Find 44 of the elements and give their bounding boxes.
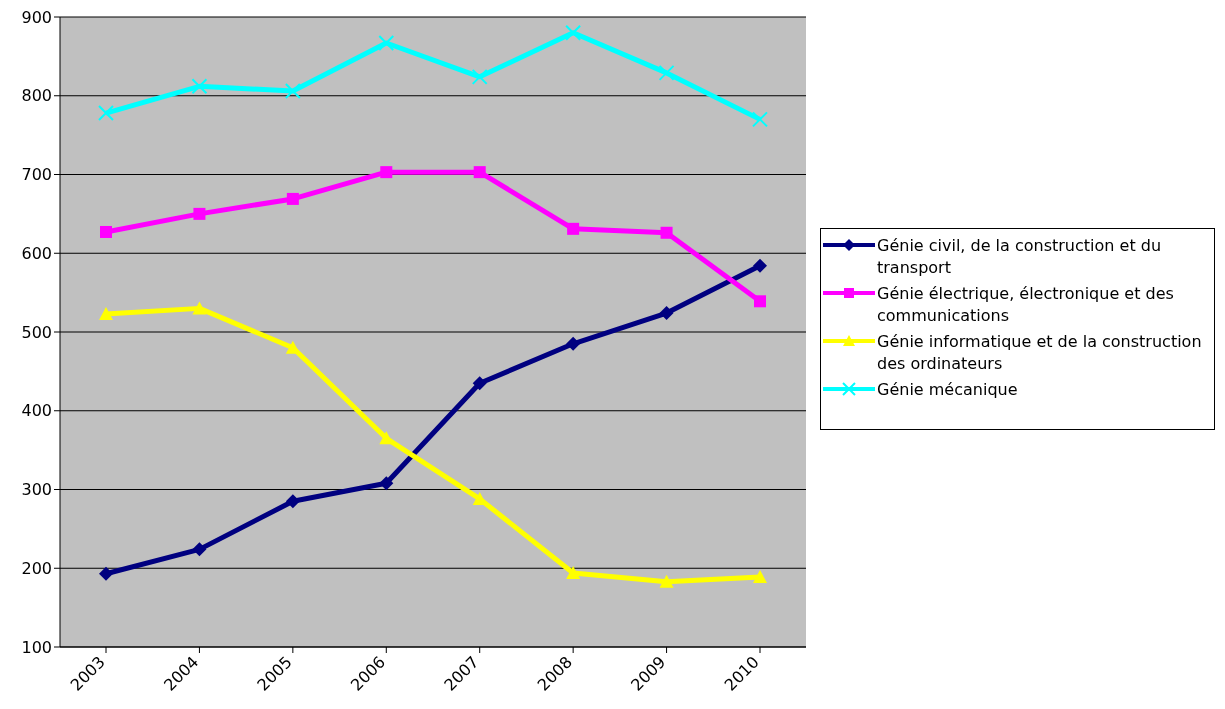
legend-label: Génie civil, de la construction et du transport bbox=[877, 235, 1163, 279]
point bbox=[100, 225, 112, 238]
legend-label: Génie électrique, électronique et des communications bbox=[877, 283, 1175, 327]
legend-label: Génie informatique et de la construction des ordinateurs bbox=[877, 331, 1203, 375]
point bbox=[753, 258, 767, 273]
point bbox=[659, 574, 674, 588]
y-tick-label: 100 bbox=[21, 637, 52, 657]
point bbox=[378, 34, 395, 51]
legend-label: Génie mécanique bbox=[877, 379, 1018, 401]
y-tick-label: 900 bbox=[21, 7, 52, 27]
point bbox=[567, 222, 580, 235]
point bbox=[566, 565, 581, 579]
point bbox=[192, 542, 207, 557]
point bbox=[98, 105, 114, 122]
point bbox=[191, 78, 208, 95]
point bbox=[285, 340, 300, 354]
point bbox=[659, 306, 674, 321]
point bbox=[379, 476, 394, 491]
point bbox=[286, 192, 299, 205]
point bbox=[566, 336, 581, 351]
y-tick-label: 600 bbox=[21, 243, 52, 263]
point bbox=[660, 226, 673, 239]
y-tick-label: 200 bbox=[21, 558, 52, 578]
point bbox=[379, 431, 394, 445]
point bbox=[753, 569, 767, 583]
y-tick-label: 500 bbox=[21, 322, 52, 342]
point bbox=[192, 301, 207, 315]
point bbox=[658, 64, 675, 81]
point bbox=[565, 24, 582, 41]
point bbox=[99, 566, 113, 581]
point bbox=[473, 166, 486, 179]
point bbox=[754, 295, 766, 308]
y-tick-label: 800 bbox=[21, 86, 52, 106]
point bbox=[284, 83, 301, 100]
y-tick-label: 300 bbox=[21, 480, 52, 500]
point bbox=[752, 111, 768, 128]
point bbox=[471, 68, 488, 85]
point bbox=[380, 166, 393, 179]
y-tick-label: 700 bbox=[21, 165, 52, 185]
point bbox=[99, 306, 113, 320]
y-tick-label: 400 bbox=[21, 401, 52, 421]
point bbox=[472, 376, 487, 391]
point bbox=[285, 494, 300, 509]
point bbox=[193, 207, 206, 220]
